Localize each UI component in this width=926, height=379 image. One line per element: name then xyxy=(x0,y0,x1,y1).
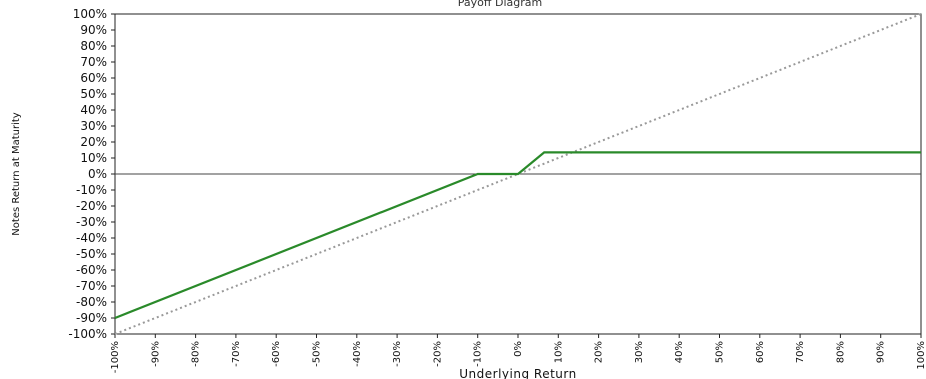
notes-return-line xyxy=(114,151,921,320)
x-tick-label: -50% xyxy=(312,341,323,367)
y-tick-label: 10% xyxy=(80,151,107,165)
x-tick-label: 40% xyxy=(674,341,685,363)
x-tick-label: 10% xyxy=(553,341,564,363)
y-tick-label: -50% xyxy=(76,247,107,261)
y-tick-label: 30% xyxy=(80,119,107,133)
x-tick-label: 20% xyxy=(594,341,605,363)
y-tick-label: 80% xyxy=(80,39,107,53)
y-tick-label: -90% xyxy=(76,311,107,325)
x-tick-label: -20% xyxy=(432,341,443,367)
x-tick-label: -10% xyxy=(473,341,484,367)
x-tick-label: 70% xyxy=(795,341,806,363)
x-tick-label: -90% xyxy=(150,341,161,367)
y-tick-label: 60% xyxy=(80,71,107,85)
x-tick-label: -100% xyxy=(110,341,121,373)
x-tick-label: 90% xyxy=(876,341,887,363)
series-layer xyxy=(114,13,922,335)
y-tick-label: -80% xyxy=(76,295,107,309)
y-tick-label: -40% xyxy=(76,231,107,245)
x-tick-label: -60% xyxy=(271,341,282,367)
x-tick-label: 60% xyxy=(755,341,766,363)
x-tick-label: 100% xyxy=(916,341,926,370)
x-tick-label: -30% xyxy=(392,341,403,367)
x-axis: -100% -90% -80% -70% -60% -50% -40% -30% -20% -10… xyxy=(110,334,926,373)
y-tick-label: -20% xyxy=(76,199,107,213)
chart-top-text: Payoff Diagram xyxy=(458,0,542,9)
y-tick-label: -60% xyxy=(76,263,107,277)
x-tick-label: 30% xyxy=(634,341,645,363)
y-tick-label: 100% xyxy=(73,7,107,21)
y-tick-label: 20% xyxy=(80,135,107,149)
y-tick-label: -70% xyxy=(76,279,107,293)
x-axis-title: Underlying Return xyxy=(459,367,576,379)
y-tick-label: 40% xyxy=(80,103,107,117)
x-tick-label: 0% xyxy=(513,341,524,357)
y-tick-label: 70% xyxy=(80,55,107,69)
x-tick-label: 80% xyxy=(835,341,846,363)
x-tick-label: -80% xyxy=(191,341,202,367)
x-tick-label: -70% xyxy=(231,341,242,367)
x-tick-label: -40% xyxy=(352,341,363,367)
y-axis-title: Notes Return at Maturity xyxy=(11,112,22,235)
y-tick-label: 90% xyxy=(80,23,107,37)
y-tick-label: -10% xyxy=(76,183,107,197)
y-tick-label: 0% xyxy=(88,167,107,181)
x-tick-label: 50% xyxy=(715,341,726,363)
y-axis: 100% 90% 80% 70% 60% 50% 40% 30% 20% 10% 0% -10% -20… xyxy=(68,7,115,341)
y-tick-label: -30% xyxy=(76,215,107,229)
y-tick-label: 50% xyxy=(80,87,107,101)
y-tick-label: -100% xyxy=(68,327,107,341)
